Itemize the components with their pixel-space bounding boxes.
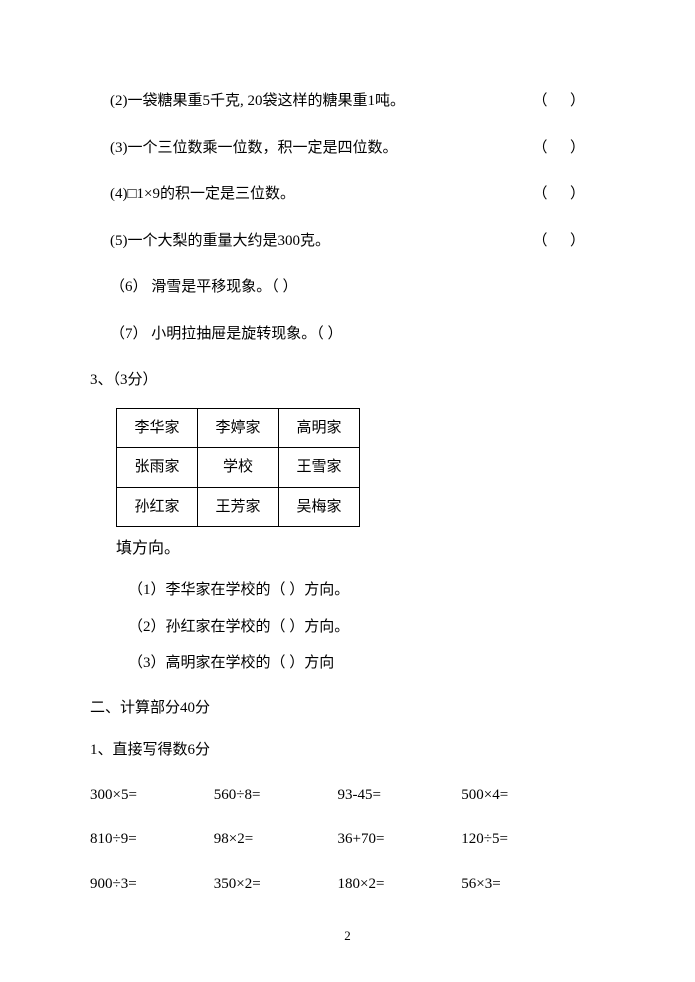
calc-cell: 810÷9= xyxy=(90,828,214,851)
calc-cell: 500×4= xyxy=(461,784,585,807)
direction-item: （2）孙红家在学校的（ ）方向。 xyxy=(128,616,585,639)
direction-item: （3）高明家在学校的（ ）方向 xyxy=(128,652,585,675)
tf-text: (4)□1×9的积一定是三位数。 xyxy=(110,183,512,206)
grid-cell: 孙红家 xyxy=(117,487,198,527)
tf-paren: （ ） xyxy=(532,137,585,160)
calc-cell: 300×5= xyxy=(90,784,214,807)
tf-item: (4)□1×9的积一定是三位数。 （ ） xyxy=(110,183,585,206)
calc-cell: 56×3= xyxy=(461,873,585,896)
table-row: 孙红家 王芳家 吴梅家 xyxy=(117,487,360,527)
table-row: 张雨家 学校 王雪家 xyxy=(117,448,360,488)
grid-cell: 王芳家 xyxy=(198,487,279,527)
tf-item: (5)一个大梨的重量大约是300克。 （ ） xyxy=(110,230,585,253)
calc-row: 810÷9= 98×2= 36+70= 120÷5= xyxy=(90,828,585,851)
calc-row: 900÷3= 350×2= 180×2= 56×3= xyxy=(90,873,585,896)
calc-block: 300×5= 560÷8= 93-45= 500×4= 810÷9= 98×2=… xyxy=(90,784,585,896)
calc-cell: 120÷5= xyxy=(461,828,585,851)
tf-paren: （ ） xyxy=(532,183,585,206)
location-grid: 李华家 李婷家 高明家 张雨家 学校 王雪家 孙红家 王芳家 吴梅家 xyxy=(116,408,360,528)
calc-row: 300×5= 560÷8= 93-45= 500×4= xyxy=(90,784,585,807)
direction-heading: 填方向。 xyxy=(116,537,585,561)
calc-heading: 1、直接写得数6分 xyxy=(90,739,585,762)
grid-cell: 高明家 xyxy=(279,408,360,448)
direction-item: （1）李华家在学校的（ ）方向。 xyxy=(128,579,585,602)
calc-cell: 350×2= xyxy=(214,873,338,896)
tf-text: (3)一个三位数乘一位数，积一定是四位数。 xyxy=(110,137,512,160)
calc-cell: 560÷8= xyxy=(214,784,338,807)
page-content: (2)一袋糖果重5千克, 20袋这样的糖果重1吨。 （ ） (3)一个三位数乘一… xyxy=(0,0,695,957)
inline-item: （6） 滑雪是平移现象。（ ） xyxy=(110,276,585,299)
calc-cell: 93-45= xyxy=(338,784,462,807)
grid-cell: 李华家 xyxy=(117,408,198,448)
tf-paren: （ ） xyxy=(532,230,585,253)
tf-item: (2)一袋糖果重5千克, 20袋这样的糖果重1吨。 （ ） xyxy=(110,90,585,113)
table-row: 李华家 李婷家 高明家 xyxy=(117,408,360,448)
q3-heading: 3、（3分） xyxy=(90,369,585,392)
inline-item: （7） 小明拉抽屉是旋转现象。（ ） xyxy=(110,323,585,346)
tf-text: (2)一袋糖果重5千克, 20袋这样的糖果重1吨。 xyxy=(110,90,512,113)
calc-cell: 180×2= xyxy=(338,873,462,896)
tf-item: (3)一个三位数乘一位数，积一定是四位数。 （ ） xyxy=(110,137,585,160)
part2-heading: 二、计算部分40分 xyxy=(90,697,585,720)
grid-cell: 张雨家 xyxy=(117,448,198,488)
page-number: 2 xyxy=(0,928,695,944)
tf-text: (5)一个大梨的重量大约是300克。 xyxy=(110,230,512,253)
grid-cell: 吴梅家 xyxy=(279,487,360,527)
grid-cell: 王雪家 xyxy=(279,448,360,488)
calc-cell: 900÷3= xyxy=(90,873,214,896)
grid-cell: 学校 xyxy=(198,448,279,488)
tf-paren: （ ） xyxy=(532,90,585,113)
grid-cell: 李婷家 xyxy=(198,408,279,448)
calc-cell: 36+70= xyxy=(338,828,462,851)
calc-cell: 98×2= xyxy=(214,828,338,851)
